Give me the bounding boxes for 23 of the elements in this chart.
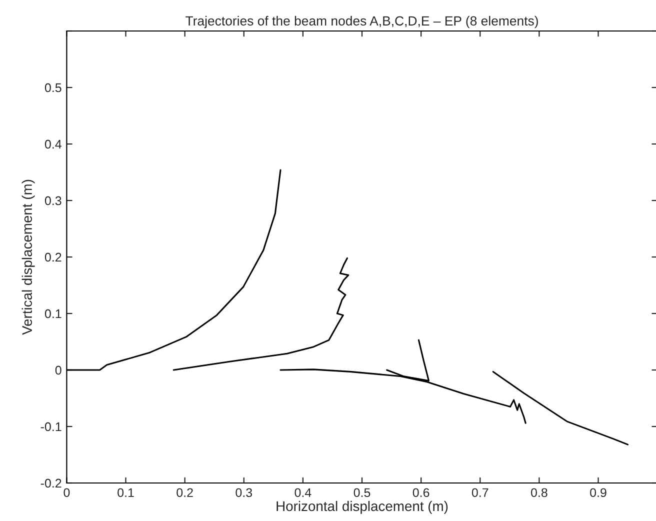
y-tick-label: 0.2 (44, 252, 62, 262)
line-series (172, 257, 350, 371)
y-tick-label: 0.3 (44, 196, 62, 206)
x-tick-label: 0.2 (176, 488, 193, 498)
x-tick-label: 0.5 (354, 488, 370, 498)
x-tick-label: 0.9 (590, 488, 606, 498)
y-tick-label: 0.1 (44, 309, 62, 318)
y-tick-label: 0.4 (44, 140, 62, 149)
chart-title: Trajectories of the beam nodes A,B,C,D,E – EP (8 elements) (186, 16, 538, 28)
x-tick-label: 0.3 (236, 488, 252, 498)
y-tick-label: -0.1 (40, 422, 62, 432)
x-tick-label: 0 (64, 488, 70, 498)
x-axis-title: Horizontal displacement (m) (276, 500, 448, 514)
line-series (492, 370, 629, 446)
x-tick-label: 0.1 (118, 488, 134, 498)
y-axis-title: Vertical displacement (m) (22, 180, 35, 335)
x-tick-label: 0.6 (412, 488, 430, 498)
x-tick-label: 0.8 (530, 488, 548, 498)
y-tick-label: 0 (55, 366, 62, 375)
x-tick-label: 0.4 (294, 488, 312, 498)
y-tick-label: 0.5 (44, 83, 62, 92)
y-tick-label: -0.2 (40, 478, 62, 488)
x-tick-label: 0.7 (472, 488, 488, 498)
